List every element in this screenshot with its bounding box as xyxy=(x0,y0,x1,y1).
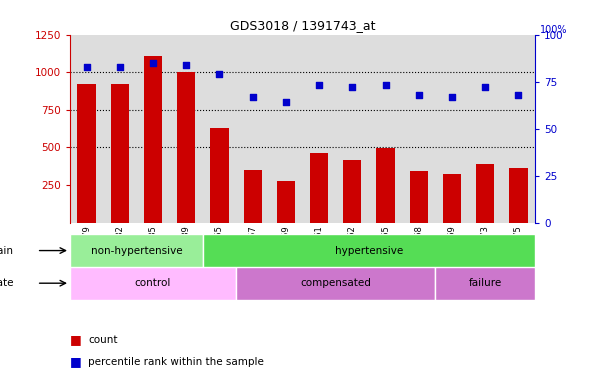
Bar xyxy=(210,128,229,223)
Point xyxy=(347,84,357,90)
Text: non-hypertensive: non-hypertensive xyxy=(91,245,182,256)
Point xyxy=(514,92,523,98)
Bar xyxy=(244,170,262,223)
Bar xyxy=(203,234,535,267)
Point xyxy=(248,94,258,100)
Text: disease state: disease state xyxy=(0,278,13,288)
Bar xyxy=(310,154,328,223)
Point xyxy=(215,71,224,77)
Bar xyxy=(343,160,361,223)
Bar xyxy=(177,72,195,223)
Bar xyxy=(70,234,203,267)
Point xyxy=(381,82,390,88)
Text: failure: failure xyxy=(469,278,502,288)
Bar xyxy=(476,164,494,223)
Bar xyxy=(510,168,528,223)
Text: percentile rank within the sample: percentile rank within the sample xyxy=(88,357,264,367)
Point xyxy=(148,60,158,66)
Text: 100%: 100% xyxy=(540,25,567,35)
Text: hypertensive: hypertensive xyxy=(335,245,403,256)
Text: control: control xyxy=(135,278,171,288)
Point xyxy=(480,84,490,90)
Text: strain: strain xyxy=(0,245,13,256)
Bar xyxy=(144,56,162,223)
Bar xyxy=(410,171,428,223)
Title: GDS3018 / 1391743_at: GDS3018 / 1391743_at xyxy=(230,19,375,32)
Point xyxy=(181,61,191,68)
Point xyxy=(115,63,125,70)
Text: ■: ■ xyxy=(70,333,81,346)
Text: count: count xyxy=(88,335,118,345)
Bar xyxy=(443,174,461,223)
Text: ■: ■ xyxy=(70,355,81,368)
Text: compensated: compensated xyxy=(300,278,371,288)
Point xyxy=(281,99,291,105)
Point xyxy=(414,92,424,98)
Bar xyxy=(236,267,435,300)
Bar xyxy=(111,84,129,223)
Bar xyxy=(435,267,535,300)
Bar xyxy=(77,84,95,223)
Bar xyxy=(376,148,395,223)
Bar xyxy=(70,267,236,300)
Point xyxy=(447,94,457,100)
Point xyxy=(314,82,324,88)
Point xyxy=(81,63,91,70)
Bar xyxy=(277,181,295,223)
